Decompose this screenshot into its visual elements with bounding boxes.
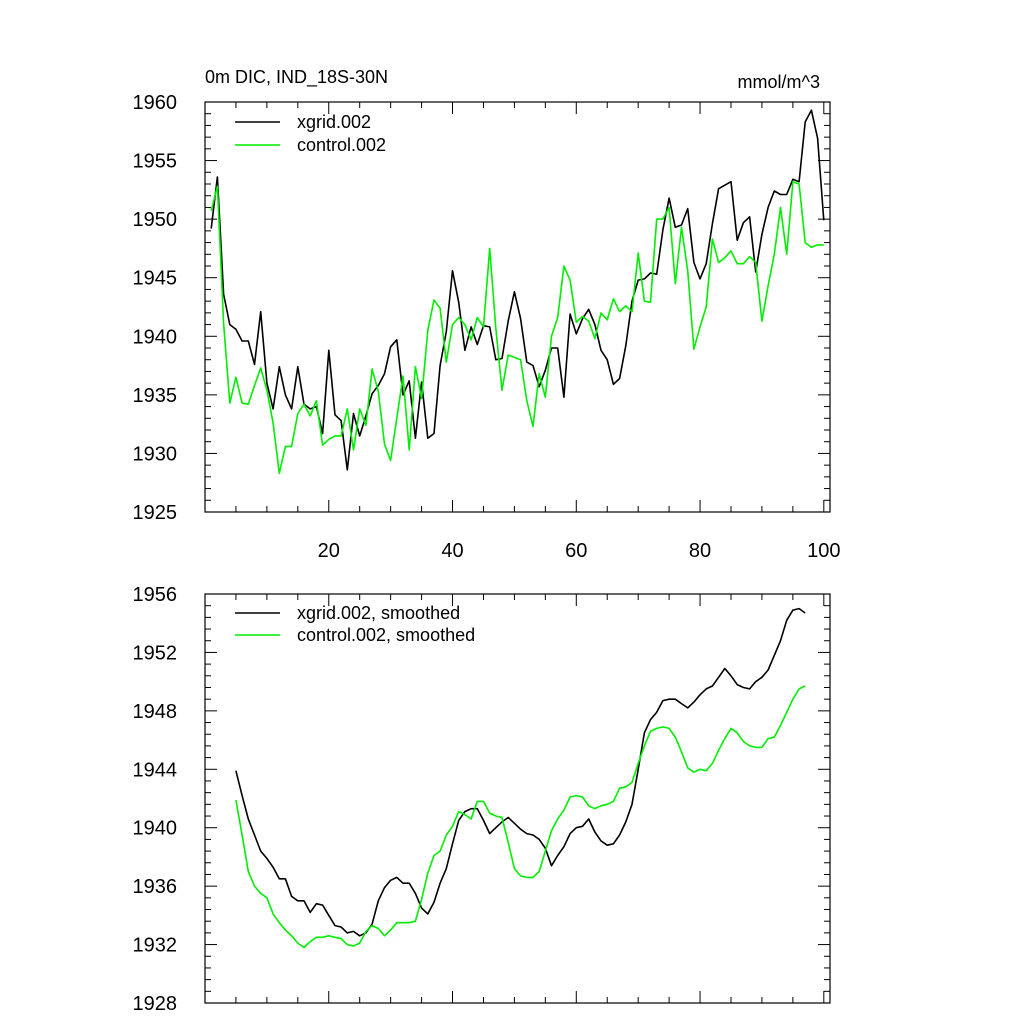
y-tick-label: 1932 (133, 935, 178, 957)
bottom-chart-y-tick-labels: 1928 1932 1936 1940 1944 1948 1952 1956 (133, 584, 178, 1015)
y-tick-label: 1940 (133, 326, 178, 348)
y-tick-label: 1945 (133, 268, 178, 290)
y-tick-label: 1952 (133, 642, 178, 664)
y-tick-label: 1956 (133, 584, 178, 606)
top-chart-x-tick-labels: 20 40 60 80 100 (318, 540, 841, 562)
y-tick-label: 1948 (133, 701, 178, 723)
legend-label-xgrid-smoothed: xgrid.002, smoothed (297, 603, 460, 623)
y-tick-label: 1940 (133, 818, 178, 840)
top-chart-legend: xgrid.002 control.002 (235, 112, 386, 155)
top-chart-tick-marks (205, 101, 830, 513)
x-tick-label: 100 (807, 540, 840, 562)
bottom-chart-legend: xgrid.002, smoothed control.002, smoothe… (235, 603, 475, 645)
legend-label-xgrid: xgrid.002 (297, 112, 371, 132)
top-series-control-line (210, 180, 824, 475)
y-tick-label: 1935 (133, 385, 178, 407)
top-chart-plot-frame (204, 101, 831, 513)
y-tick-label: 1960 (133, 92, 178, 114)
bottom-series-xgrid-line (235, 607, 806, 937)
y-tick-label: 1928 (133, 993, 178, 1015)
top-chart-y-tick-labels: 1925 1930 1935 1940 1945 1950 1955 1960 (133, 92, 178, 524)
y-tick-label: 1930 (133, 443, 178, 465)
bottom-chart-tick-marks (205, 593, 830, 1004)
x-tick-label: 80 (689, 540, 711, 562)
bottom-chart-plot-frame (204, 593, 831, 1004)
x-tick-label: 60 (565, 540, 587, 562)
bottom-series-control-line (235, 685, 806, 949)
y-tick-label: 1950 (133, 209, 178, 231)
top-chart-panel: 0m DIC, IND_18S-30N mmol/m^3 1925 1930 193… (133, 67, 841, 562)
legend-label-control-smoothed: control.002, smoothed (297, 625, 475, 645)
y-tick-label: 1925 (133, 502, 178, 524)
x-tick-label: 40 (441, 540, 463, 562)
bottom-chart-series (235, 607, 806, 949)
x-tick-label: 20 (318, 540, 340, 562)
legend-label-control: control.002 (297, 135, 386, 155)
top-chart-title: 0m DIC, IND_18S-30N (205, 67, 388, 88)
y-tick-label: 1955 (133, 151, 178, 173)
bottom-chart-panel: 1928 1932 1936 1940 1944 1948 1952 1956 xgrid.0… (133, 584, 831, 1015)
top-chart-series (210, 109, 825, 475)
top-chart-units: mmol/m^3 (738, 72, 820, 92)
y-tick-label: 1936 (133, 876, 178, 898)
y-tick-label: 1944 (133, 759, 178, 781)
